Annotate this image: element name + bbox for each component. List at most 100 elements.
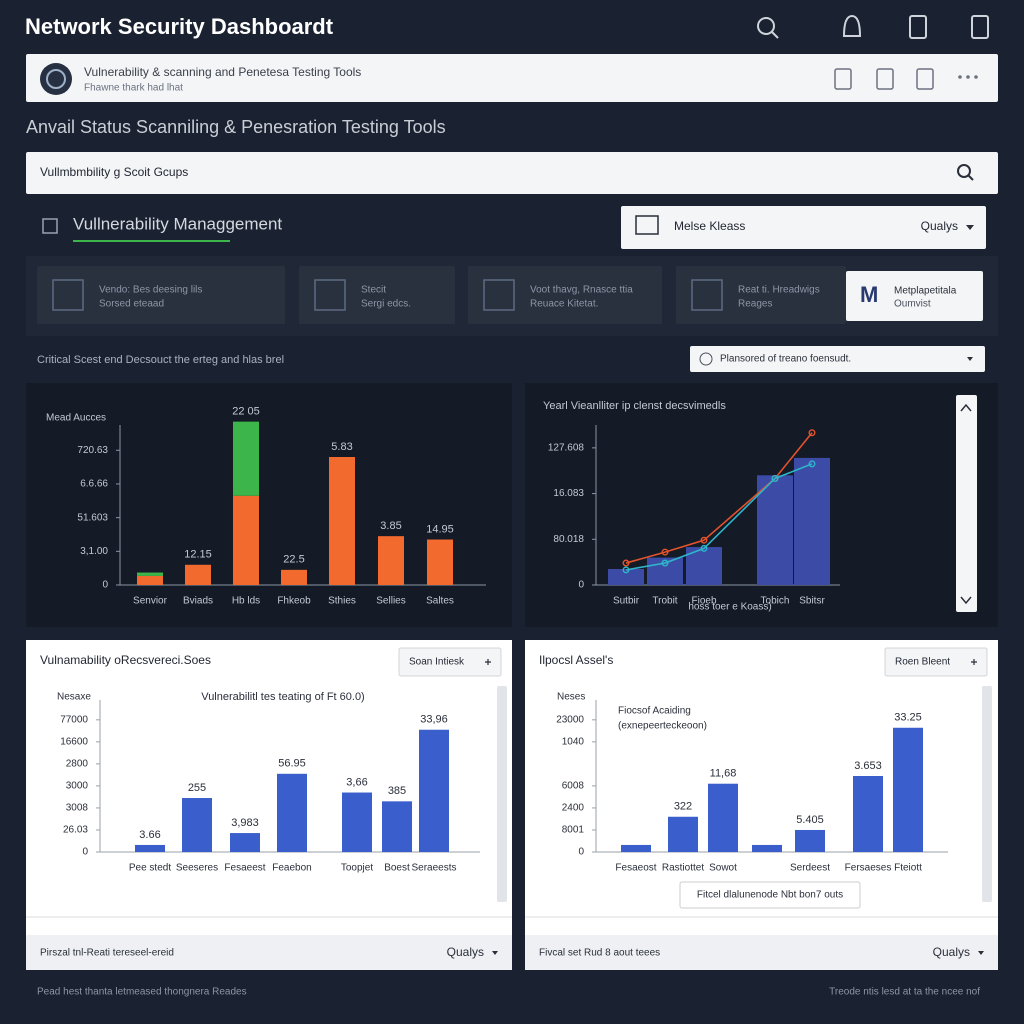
- bar: [378, 536, 404, 585]
- select-caret: [967, 357, 973, 361]
- chart-subtitle: Fiocsof Acaiding: [618, 706, 691, 717]
- y-tick-label: 720.63: [77, 445, 108, 456]
- bar: [795, 829, 825, 852]
- bar-label: 5.83: [331, 441, 352, 453]
- y-axis-label: Neses: [557, 692, 585, 703]
- line-point: [700, 544, 708, 552]
- y-tick-label: 0: [102, 580, 108, 591]
- scroll-down[interactable]: [960, 596, 972, 605]
- scroll-up[interactable]: [960, 403, 972, 412]
- x-tick-label: Toopjet: [341, 863, 373, 874]
- bar: [752, 844, 782, 852]
- footer-left: Pead hest thanta letmeased thongnera Rea…: [37, 987, 247, 998]
- filter-select[interactable]: [690, 346, 985, 372]
- bar-label: 22 05: [232, 406, 260, 418]
- bar-label: 11,68: [710, 768, 737, 780]
- x-tick-label: Saltes: [426, 596, 454, 607]
- tool-card[interactable]: [846, 271, 983, 321]
- filter-text: Critical Scest end Decsouct the erteg an…: [37, 354, 284, 366]
- tool-card[interactable]: [468, 266, 662, 324]
- y-tick-label: 23000: [556, 714, 584, 725]
- bar: [342, 792, 372, 852]
- tool-line1: Vendo: Bes deesing lils: [99, 285, 202, 296]
- section-select[interactable]: [621, 206, 986, 249]
- search-box[interactable]: [26, 152, 998, 194]
- y-tick-label: 3008: [66, 803, 89, 814]
- toolbar-icon[interactable]: [916, 68, 934, 90]
- page-heading: Anvail Status Scanniling & Penesration T…: [26, 117, 446, 137]
- bar: [853, 776, 883, 852]
- x-tick-label: Pee stedt: [129, 863, 171, 874]
- bar: [757, 475, 793, 585]
- bar: [419, 729, 449, 852]
- chart-subtitle: (exnepeerteckeoon): [618, 721, 707, 732]
- tool-line1: Reat ti. Hreadwigs: [738, 285, 820, 296]
- panel-footer-text: Fivcal set Rud 8 aout teees: [539, 948, 660, 959]
- toolbar-more-dot[interactable]: [958, 75, 962, 79]
- bar: [608, 569, 644, 585]
- page-title: Network Security Dashboardt: [25, 14, 334, 39]
- select-caret[interactable]: [978, 951, 984, 955]
- line-point: [808, 460, 816, 468]
- scrollbar[interactable]: [956, 395, 977, 612]
- line-series: [625, 432, 813, 564]
- bar: [621, 844, 651, 852]
- header-icon[interactable]: [909, 15, 927, 39]
- panel-footer: [26, 935, 512, 970]
- line-point: [661, 559, 669, 567]
- tool-line2: Sorsed eteaad: [99, 299, 164, 310]
- tool-card[interactable]: [37, 266, 285, 324]
- tool-line2: Reuace Kitetat.: [530, 299, 598, 310]
- y-tick-label: 3,1.00: [80, 546, 108, 557]
- bar-label: 3,983: [231, 817, 259, 829]
- tool-icon: [691, 279, 723, 311]
- x-tick-label: Fersaeses: [845, 863, 892, 874]
- bar-label: 3.653: [854, 760, 882, 772]
- toolbar-avatar: [40, 63, 72, 95]
- bar-label: 12.15: [184, 549, 212, 561]
- bar-label: 33,96: [420, 714, 448, 726]
- toolbar: [26, 54, 998, 102]
- bar: [137, 575, 163, 585]
- select-caret[interactable]: [492, 951, 498, 955]
- bar: [382, 801, 412, 852]
- y-tick-label: 16600: [60, 736, 88, 747]
- y-tick-label: 26.03: [63, 825, 88, 836]
- toolbar-title: Vulnerability & scanning and Penetesa Te…: [84, 65, 361, 79]
- y-tick-label: 3000: [66, 781, 89, 792]
- bar: [135, 844, 165, 852]
- bar: [329, 457, 355, 585]
- toolbar-more-dot[interactable]: [966, 75, 970, 79]
- toolbar-icon[interactable]: [876, 68, 894, 90]
- toolbar-avatar-ring: [46, 69, 66, 89]
- search-icon[interactable]: [757, 17, 775, 35]
- toolbar-more-dot[interactable]: [974, 75, 978, 79]
- x-tick-label: Rastiottet: [662, 863, 704, 874]
- search-button[interactable]: [957, 164, 971, 178]
- panel-title: Ilpocsl Assel's: [539, 653, 613, 667]
- header-icon[interactable]: [971, 15, 989, 39]
- bar: [281, 569, 307, 585]
- panel-button[interactable]: [884, 647, 988, 677]
- chart-button-label: Fitcel dlalunenode Nbt bon7 outs: [697, 890, 843, 901]
- search-icon-handle: [771, 31, 779, 39]
- panel-button[interactable]: [398, 647, 502, 677]
- toolbar-icon[interactable]: [834, 68, 852, 90]
- panel-scrollbar[interactable]: [497, 686, 507, 902]
- tool-icon: [52, 279, 84, 311]
- tool-line1: Stecit: [361, 285, 386, 296]
- bar-label: 322: [674, 801, 692, 813]
- notification-icon[interactable]: [842, 14, 862, 37]
- section-select-icon: [635, 215, 659, 235]
- x-tick-label: Trobit: [652, 596, 677, 607]
- y-axis-label: Mead Aucces: [46, 413, 106, 424]
- section-select-value: Qualys: [921, 219, 958, 233]
- panel-button-label: Soan Intiesk: [409, 657, 465, 668]
- chart-button[interactable]: [679, 881, 861, 909]
- x-tick-label: Fesaeest: [224, 863, 265, 874]
- panel-scrollbar[interactable]: [982, 686, 992, 902]
- bar-label: 14.95: [426, 523, 454, 535]
- x-axis-label: hoss toer e Koass): [688, 602, 771, 613]
- tool-line2: Sergi edcs.: [361, 299, 411, 310]
- search-placeholder: Vullmbmbility g Scoit Gcups: [40, 165, 188, 179]
